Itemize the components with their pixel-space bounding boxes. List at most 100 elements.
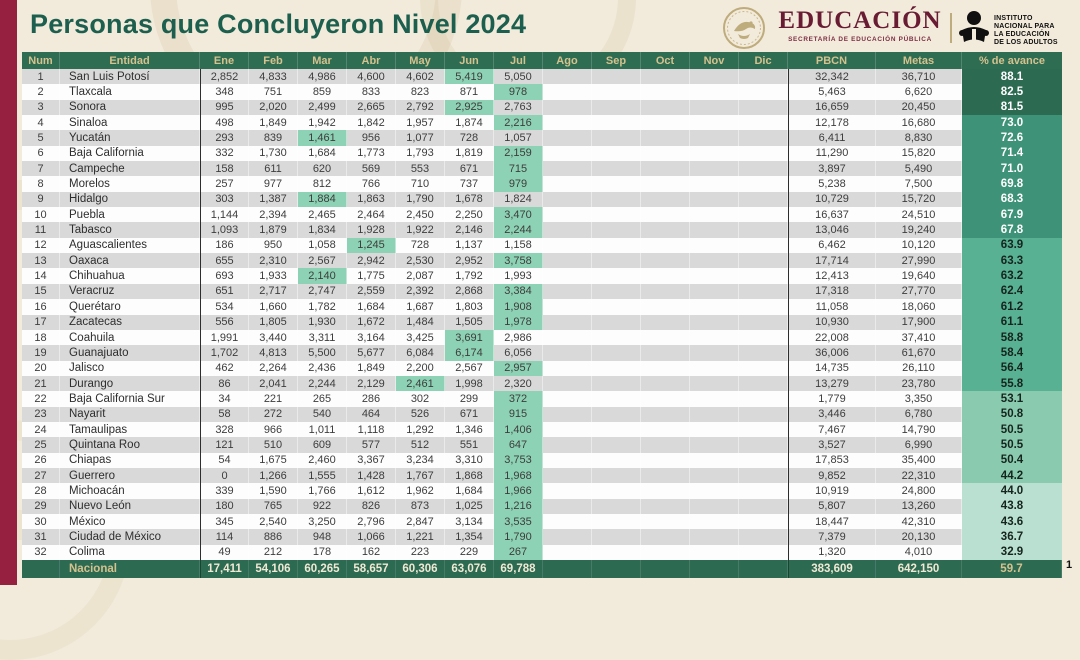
metas-cell: 7,500: [876, 176, 962, 192]
avance-cell: 81.5: [962, 99, 1062, 116]
month-cell: [739, 176, 788, 192]
month-cell: [739, 283, 788, 300]
entidad-cell: Campeche: [60, 161, 200, 177]
column-header-dic: Dic: [739, 52, 788, 69]
nacional-label: Nacional: [60, 560, 200, 578]
num-cell: 32: [22, 544, 60, 560]
month-cell: 2,925: [445, 99, 494, 116]
month-cell: 1,702: [200, 345, 249, 361]
month-cell: 2,530: [396, 253, 445, 269]
month-cell: 569: [347, 161, 396, 177]
entidad-cell: Quintana Roo: [60, 437, 200, 453]
num-cell: 28: [22, 483, 60, 499]
avance-cell: 53.1: [962, 391, 1062, 407]
avance-cell: 73.0: [962, 115, 1062, 131]
month-cell: 3,470: [494, 207, 543, 223]
metas-cell: 27,770: [876, 283, 962, 300]
month-cell: 265: [298, 391, 347, 407]
column-header-mar: Mar: [298, 52, 347, 69]
month-cell: [543, 207, 592, 223]
month-cell: 302: [396, 391, 445, 407]
table-row: 27 Guerrero 0 1,266 1,555 1,428 1,767 1,868 1,96…: [22, 467, 1062, 484]
month-cell: 1,144: [200, 207, 249, 223]
entidad-cell: Ciudad de México: [60, 529, 200, 545]
month-cell: [739, 222, 788, 238]
month-cell: 4,986: [298, 69, 347, 85]
month-cell: 950: [249, 237, 298, 254]
pbcn-cell: 17,853: [788, 452, 876, 468]
table-row: 30 México 345 2,540 3,250 2,796 2,847 3,134 3,53…: [22, 513, 1062, 530]
num-cell: 26: [22, 452, 60, 468]
month-cell: 5,419: [445, 69, 494, 85]
month-cell: [690, 299, 739, 315]
month-cell: 1,406: [494, 421, 543, 438]
month-cell: [739, 145, 788, 162]
table-row: 29 Nuevo León 180 765 922 826 873 1,025 1,216 5,8…: [22, 498, 1062, 514]
month-cell: 1,928: [347, 222, 396, 238]
month-cell: [543, 391, 592, 407]
metas-cell: 23,780: [876, 375, 962, 392]
month-cell: 751: [249, 84, 298, 100]
month-cell: 611: [249, 161, 298, 177]
month-cell: 3,440: [249, 329, 298, 346]
month-total-cell: 60,306: [396, 560, 445, 578]
month-cell: 1,966: [494, 483, 543, 499]
month-cell: 1,011: [298, 421, 347, 438]
month-cell: [641, 529, 690, 545]
month-cell: 1,766: [298, 483, 347, 499]
month-cell: 1,684: [445, 483, 494, 499]
entidad-cell: Guanajuato: [60, 345, 200, 361]
month-cell: 1,957: [396, 115, 445, 131]
pbcn-cell: 12,178: [788, 115, 876, 131]
table-row: 13 Oaxaca 655 2,310 2,567 2,942 2,530 2,952 3,75…: [22, 253, 1062, 269]
month-cell: 2,146: [445, 222, 494, 238]
month-cell: 2,465: [298, 207, 347, 223]
month-cell: 2,792: [396, 99, 445, 116]
month-cell: [690, 84, 739, 100]
metas-cell: 61,670: [876, 345, 962, 361]
month-cell: 1,730: [249, 145, 298, 162]
column-header-pbcn: PBCN: [788, 52, 876, 69]
month-cell: [592, 253, 641, 269]
month-cell: 2,567: [298, 253, 347, 269]
month-cell: 2,540: [249, 513, 298, 530]
month-cell: [690, 452, 739, 468]
pbcn-cell: 5,807: [788, 498, 876, 514]
month-cell: 728: [445, 130, 494, 146]
pbcn-total-cell: 383,609: [788, 560, 876, 578]
table-row: 26 Chiapas 54 1,675 2,460 3,367 3,234 3,310 3,75…: [22, 452, 1062, 468]
month-cell: [739, 498, 788, 514]
month-cell: [690, 145, 739, 162]
month-cell: 178: [298, 544, 347, 560]
month-cell: [641, 176, 690, 192]
month-cell: [690, 406, 739, 422]
num-cell: 27: [22, 467, 60, 484]
month-cell: [690, 99, 739, 116]
month-cell: 859: [298, 84, 347, 100]
month-cell: 2,461: [396, 375, 445, 392]
month-cell: [739, 529, 788, 545]
table-row: 16 Querétaro 534 1,660 1,782 1,684 1,687 1,803 1…: [22, 299, 1062, 315]
pbcn-cell: 17,714: [788, 253, 876, 269]
table-row: 6 Baja California 332 1,730 1,684 1,773 1,793 1…: [22, 145, 1062, 162]
month-cell: [641, 145, 690, 162]
entidad-cell: Hidalgo: [60, 191, 200, 208]
month-cell: 2,763: [494, 99, 543, 116]
num-cell: 11: [22, 222, 60, 238]
num-cell: 14: [22, 268, 60, 284]
month-cell: 1,077: [396, 130, 445, 146]
month-cell: 1,066: [347, 529, 396, 545]
month-cell: [690, 69, 739, 85]
column-header-nov: Nov: [690, 52, 739, 69]
column-header-jul: Jul: [494, 52, 543, 69]
month-cell: [690, 498, 739, 514]
month-cell: 1,590: [249, 483, 298, 499]
month-cell: 1,292: [396, 421, 445, 438]
month-cell: 3,164: [347, 329, 396, 346]
month-total-cell: 63,076: [445, 560, 494, 578]
table-row: 24 Tamaulipas 328 966 1,011 1,118 1,292 1,346 1,…: [22, 421, 1062, 438]
month-cell: [641, 467, 690, 484]
inea-wordmark-line: INSTITUTO: [994, 14, 1033, 22]
month-cell: [543, 145, 592, 162]
month-cell: 1,933: [249, 268, 298, 284]
